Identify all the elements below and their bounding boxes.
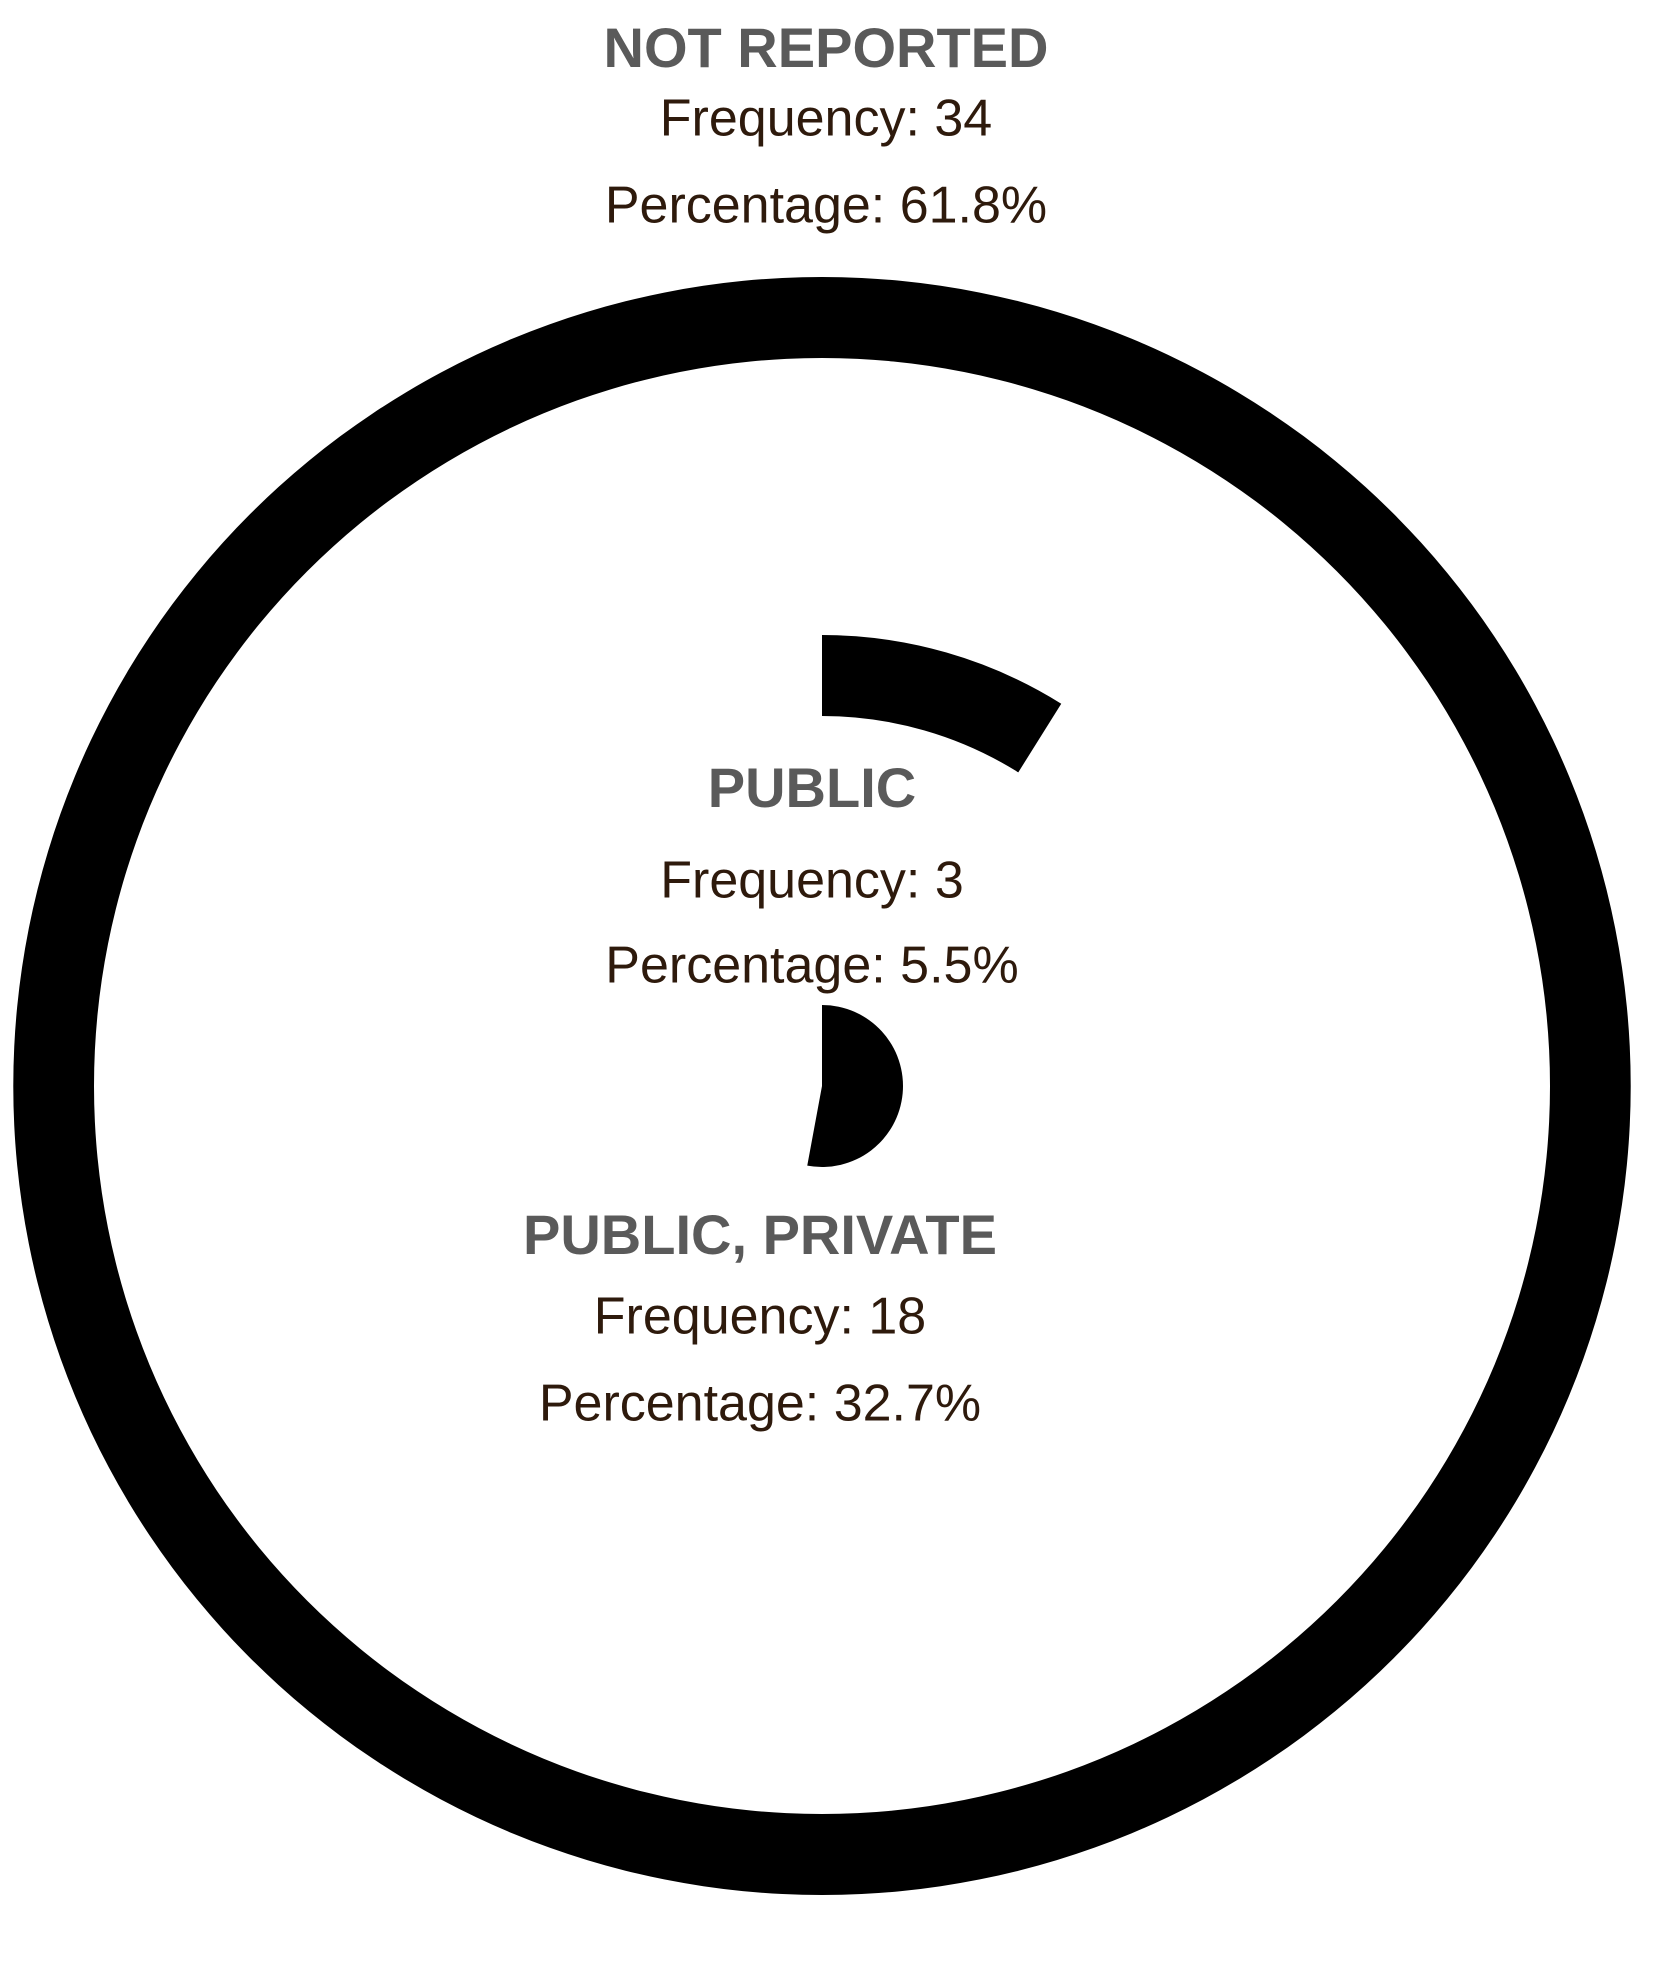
value-label: Frequency: 3	[660, 852, 964, 910]
radial-bar	[822, 635, 1062, 773]
radial-bar	[807, 1005, 903, 1167]
value-label: Percentage: 5.5%	[605, 937, 1018, 995]
value-label: Percentage: 61.8%	[605, 177, 1047, 235]
radial-bar	[13, 277, 1631, 1895]
category-label: PUBLIC	[708, 756, 916, 819]
value-label: Percentage: 32.7%	[539, 1375, 981, 1433]
category-label: NOT REPORTED	[604, 16, 1049, 79]
value-label: Frequency: 18	[594, 1288, 926, 1346]
value-label: Frequency: 34	[660, 90, 992, 148]
category-label: PUBLIC, PRIVATE	[523, 1203, 997, 1266]
